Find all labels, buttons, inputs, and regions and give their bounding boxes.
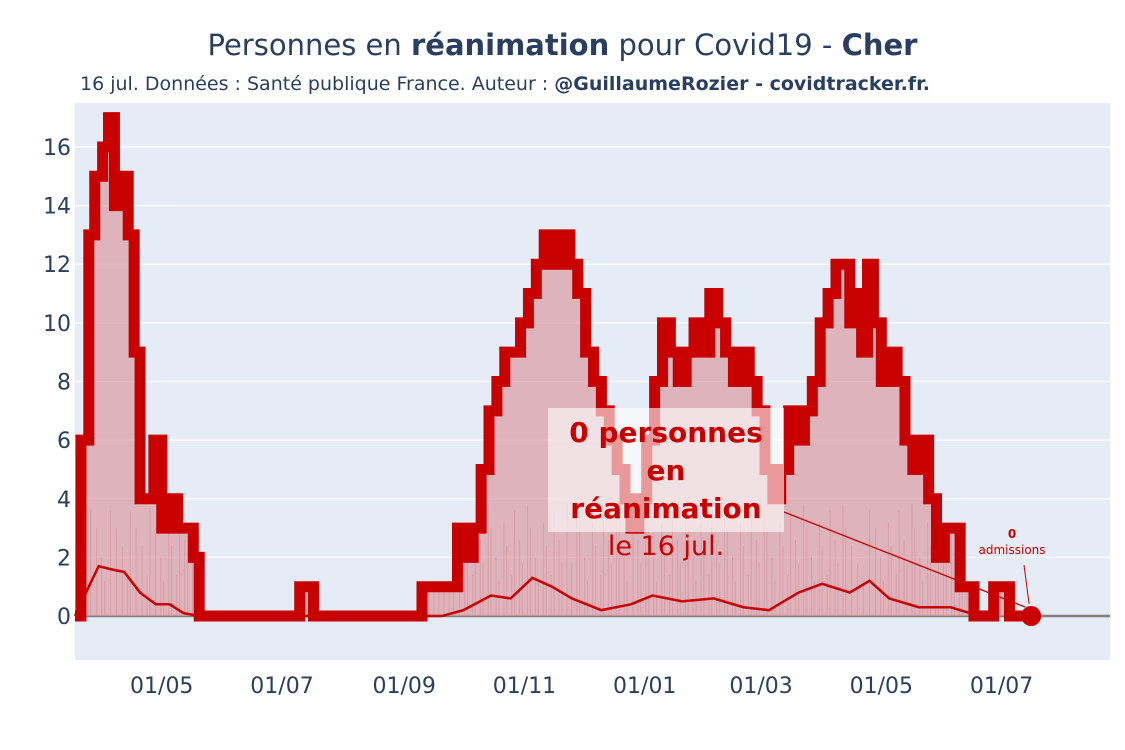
title-middle: pour Covid19 - [609, 28, 842, 62]
y-tick-label: 4 [57, 488, 71, 513]
subtitle-source: 16 jul. Données : Santé publique France.… [80, 73, 555, 95]
x-tick-label: 01/03 [729, 674, 792, 699]
y-tick-label: 10 [43, 312, 71, 337]
y-tick-label: 12 [43, 253, 71, 278]
title-bold: réanimation [410, 28, 610, 62]
y-tick-label: 16 [43, 136, 71, 161]
x-tick-label: 01/09 [373, 674, 436, 699]
x-axis-ticks: 01/05 01/07 01/09 01/11 01/01 01/03 01/05 01/07 [130, 674, 1033, 699]
annotation-label: en réanimation [570, 454, 762, 525]
last-value-marker [1021, 606, 1042, 627]
y-axis-ticks: 0 2 4 6 8 10 12 14 16 [43, 136, 71, 630]
x-tick-label: 01/11 [493, 674, 556, 699]
annotation-pointer [783, 511, 1026, 608]
x-tick-label: 01/05 [130, 674, 193, 699]
admissions-count: 0 [1007, 527, 1017, 541]
y-tick-label: 8 [57, 371, 71, 396]
annotation-date: le 16 jul. [607, 531, 725, 562]
reanimation-area [75, 117, 1032, 617]
x-tick-label: 01/07 [250, 674, 313, 699]
chart-title: Personnes en réanimation pour Covid19 - … [0, 28, 1125, 62]
subtitle-author: @GuillaumeRozier - covidtracker.fr. [554, 73, 930, 95]
title-prefix: Personnes en [207, 28, 411, 62]
y-tick-label: 6 [57, 429, 71, 454]
current-value-annotation: 0 personnes en réanimation le 16 jul. [548, 408, 784, 562]
admissions-average-line [73, 564, 990, 618]
admissions-pointer [1023, 564, 1030, 605]
x-tick-label: 01/05 [850, 674, 913, 699]
x-tick-label: 01/01 [613, 674, 676, 699]
chart-subtitle: 16 jul. Données : Santé publique France.… [80, 73, 930, 95]
admissions-annotation: 0 admissions [970, 526, 1054, 558]
y-tick-label: 2 [57, 546, 71, 571]
admissions-label: admissions [978, 543, 1046, 557]
x-tick-label: 01/07 [970, 674, 1033, 699]
y-tick-label: 14 [43, 195, 71, 220]
annotation-count: 0 personnes [569, 416, 763, 449]
y-tick-label: 0 [57, 605, 71, 630]
title-department: Cher [841, 28, 918, 62]
